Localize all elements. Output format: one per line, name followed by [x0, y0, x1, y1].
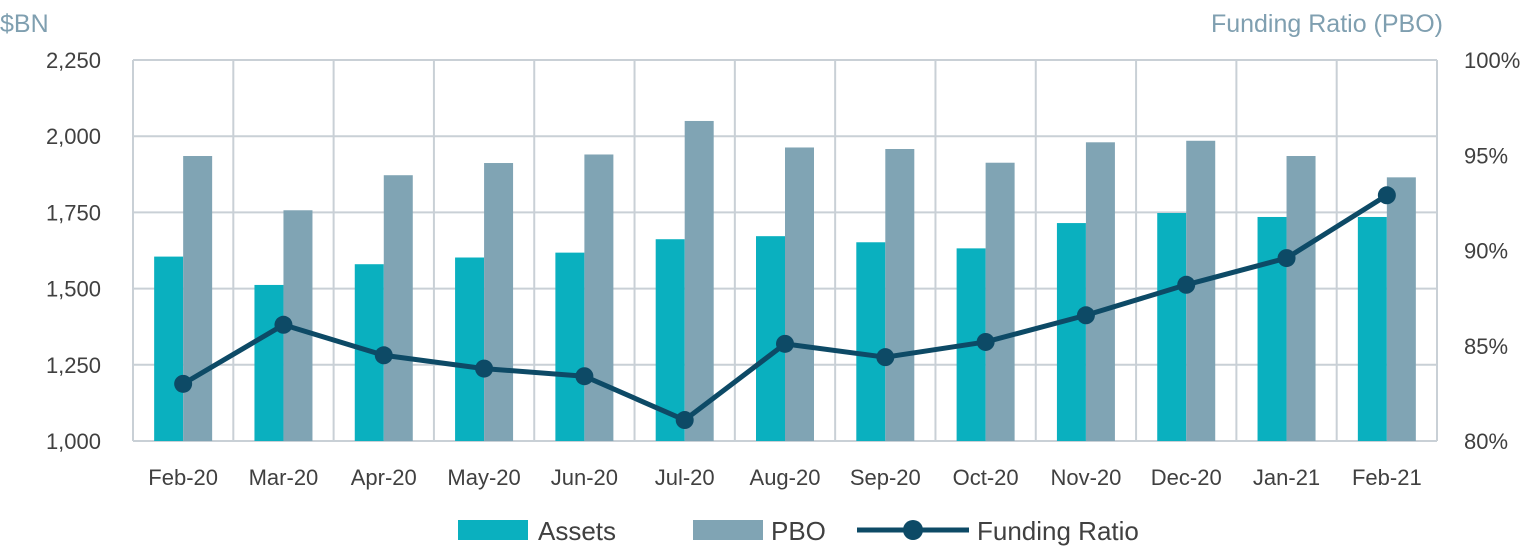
right-tick-label: 100%	[1464, 48, 1520, 73]
pbo-bar	[985, 162, 1015, 442]
left-tick-label: 2,250	[46, 48, 101, 73]
legend: Assets PBO Funding Ratio	[458, 516, 1139, 546]
funding-ratio-point	[876, 348, 895, 367]
bars	[154, 120, 1416, 442]
pbo-bar	[1286, 156, 1316, 441]
assets-bar	[856, 242, 886, 441]
x-tick-label: Aug-20	[750, 465, 821, 490]
pbo-bar	[484, 163, 514, 441]
pbo-bar	[1085, 142, 1115, 441]
right-tick-label: 90%	[1464, 239, 1508, 264]
x-tick-label: Feb-20	[148, 465, 218, 490]
x-tick-label: Oct-20	[953, 465, 1019, 490]
assets-bar	[154, 256, 184, 441]
x-tick-label: Sep-20	[850, 465, 921, 490]
pbo-bar	[383, 175, 413, 441]
pbo-bar	[785, 147, 814, 441]
x-tick-label: May-20	[447, 465, 520, 490]
x-tick-label: Nov-20	[1050, 465, 1121, 490]
pbo-bar	[684, 120, 714, 442]
right-tick-label: 95%	[1464, 143, 1508, 168]
legend-funding-ratio-label: Funding Ratio	[977, 516, 1139, 546]
right-axis-title: Funding Ratio (PBO)	[1211, 10, 1443, 38]
funding-ratio-point	[1377, 186, 1396, 205]
pbo-bar	[584, 154, 614, 441]
pbo-bar	[183, 156, 213, 441]
funding-ratio-point	[274, 315, 293, 334]
funding-ratio-point	[1277, 249, 1296, 268]
assets-bar	[455, 257, 485, 441]
funding-ratio-point	[776, 334, 794, 353]
funding-ratio-point	[675, 411, 694, 430]
assets-bar	[555, 252, 585, 441]
funding-ratio-point	[976, 332, 995, 351]
assets-bar	[1357, 216, 1387, 441]
funding-ratio-line-group	[174, 186, 1396, 430]
x-tick-label: Feb-21	[1352, 465, 1422, 490]
funding-ratio-point	[575, 367, 594, 386]
left-tick-label: 1,250	[46, 353, 101, 378]
left-tick-label: 1,000	[46, 429, 101, 454]
x-tick-label: Mar-20	[249, 465, 319, 490]
assets-bar	[254, 284, 284, 441]
legend-pbo-label: PBO	[771, 516, 826, 546]
funding-ratio-point	[475, 359, 494, 378]
funding-ratio-point	[1177, 275, 1196, 294]
funding-ratio-point	[1076, 306, 1095, 325]
right-tick-label: 85%	[1464, 334, 1508, 359]
legend-assets-swatch	[458, 520, 528, 540]
x-tick-label: Jun-20	[551, 465, 618, 490]
legend-assets-label: Assets	[538, 516, 616, 546]
legend-funding-ratio-marker	[903, 520, 923, 540]
left-tick-label: 1,500	[46, 277, 101, 302]
x-tick-label: Dec-20	[1151, 465, 1222, 490]
x-tick-label: Jan-21	[1253, 465, 1320, 490]
grid-lines	[132, 59, 1438, 442]
funding-ratio-point	[374, 346, 393, 365]
x-tick-label: Apr-20	[351, 465, 417, 490]
axes: $BN Funding Ratio (PBO) 1,000 1,250 1,500 1…	[0, 10, 1520, 490]
assets-bar	[1157, 213, 1187, 441]
legend-pbo-swatch	[693, 520, 763, 540]
pbo-bar	[1386, 177, 1416, 441]
left-axis-title: $BN	[0, 10, 49, 38]
left-tick-label: 2,000	[46, 124, 101, 149]
pbo-bar	[885, 149, 915, 442]
assets-bar	[1056, 223, 1086, 441]
left-tick-label: 1,750	[46, 200, 101, 225]
x-tick-label: Jul-20	[655, 465, 715, 490]
funding-ratio-point	[174, 374, 193, 393]
right-tick-label: 80%	[1464, 429, 1508, 454]
